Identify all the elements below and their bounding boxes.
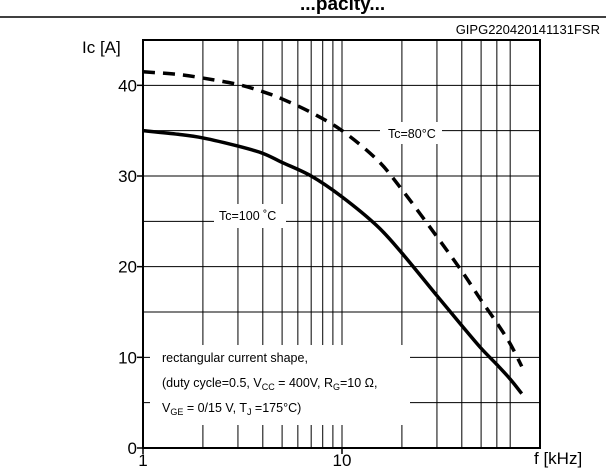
condition-line-3: VGE = 0/15 V, TJ =175°C)	[162, 401, 301, 417]
condition-line-2: (duty cycle=0.5, VCC = 400V, RG=10 Ω,	[162, 376, 377, 392]
figure-code: GIPG220420141131FSR	[456, 22, 600, 37]
y-tick-label: 30	[118, 167, 137, 186]
test-conditions: rectangular current shape, (duty cycle=0…	[162, 351, 377, 417]
annotation-tc100: Tc=100 ˚C	[219, 209, 276, 223]
tick-layer: 0 10 20 30 40 1 10	[118, 76, 351, 470]
grid-layer	[143, 40, 540, 448]
y-tick-label: 10	[118, 348, 137, 367]
y-axis-label: Ic [A]	[82, 38, 121, 57]
x-tick-label: 1	[138, 451, 147, 470]
top-fragment: ...pacity...	[300, 0, 385, 15]
x-tick-label: 10	[333, 451, 352, 470]
y-tick-label: 40	[118, 76, 137, 95]
x-axis-label: f [kHz]	[534, 449, 582, 468]
y-tick-label: 20	[118, 258, 137, 277]
condition-box-backdrop	[150, 345, 410, 425]
series-line-tc80	[142, 69, 524, 368]
series-layer	[142, 69, 524, 395]
series-line-tc100	[142, 128, 524, 395]
tc80-label-backdrop	[380, 122, 442, 144]
annotation-tc80: Tc=80°C	[388, 127, 436, 141]
condition-line-1: rectangular current shape,	[162, 351, 308, 365]
y-tick-label: 0	[128, 439, 137, 458]
tc100-label-backdrop	[214, 204, 286, 228]
